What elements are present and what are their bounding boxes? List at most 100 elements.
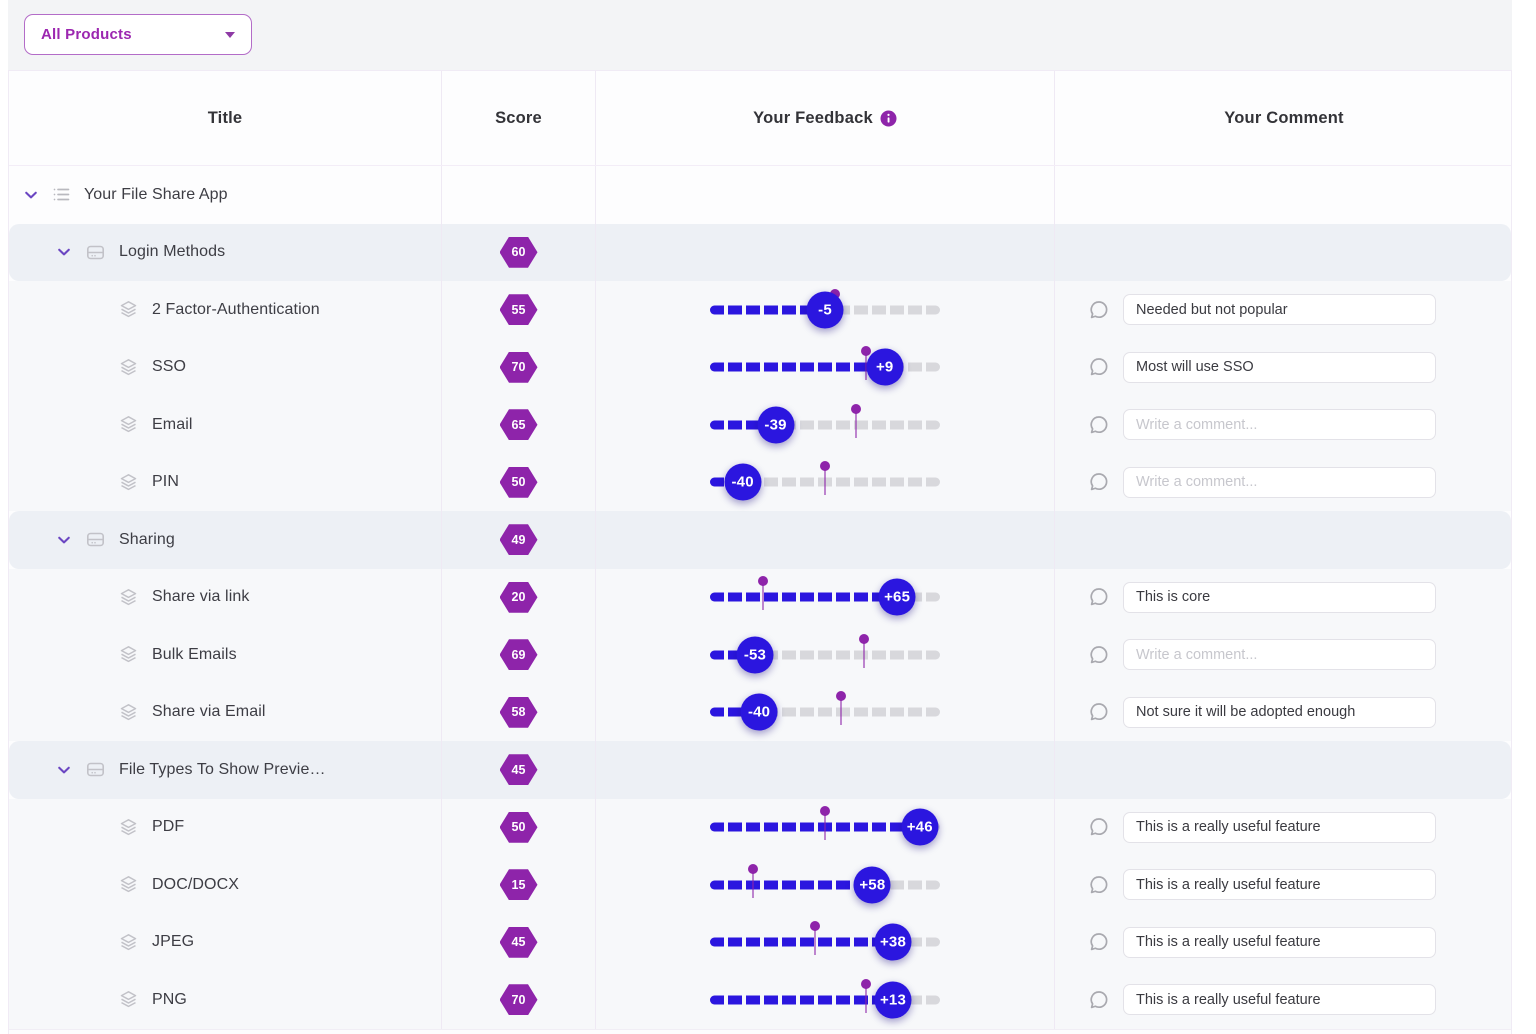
toolbar: All Products [8,0,1512,70]
pin-stem [865,984,868,1013]
feedback-slider[interactable]: +38 [710,914,940,972]
pin-head [820,461,830,472]
title-cell: SSO [9,338,442,396]
slider-handle[interactable]: +13 [874,981,912,1019]
comment-input[interactable] [1123,409,1436,441]
comment-input[interactable] [1123,639,1436,671]
layers-icon [118,587,139,608]
feedback-slider[interactable]: -53 [710,626,940,684]
pin-stem [824,467,826,496]
pin-head [747,863,758,874]
score-badge: 20 [499,581,538,613]
row-title: File Types To Show Previe… [119,760,326,778]
slider-handle[interactable]: +9 [866,348,904,386]
row-title: SSO [152,358,187,376]
chevron-down-icon[interactable] [56,762,72,778]
feedback-slider[interactable]: +9 [710,339,940,397]
slider-handle[interactable]: -5 [806,291,844,329]
row-title: Login Methods [119,243,226,261]
slider-handle[interactable]: -53 [736,636,774,674]
info-icon[interactable] [880,110,897,127]
title-cell: Login Methods [9,223,442,281]
comment-bubble-icon [1088,989,1110,1011]
pin-head [820,806,830,817]
score-cell [442,166,596,224]
feedback-slider[interactable]: +46 [710,799,940,857]
slider-track[interactable] [710,362,940,372]
chevron-down-icon[interactable] [23,187,39,203]
feedback-slider[interactable]: -39 [710,396,940,454]
slider-handle[interactable]: -39 [757,406,795,444]
feedback-slider[interactable]: +58 [710,856,940,914]
row-title: Sharing [119,530,175,548]
title-cell: DOC/DOCX [9,856,442,914]
feature-row: DOC/DOCX 15 +58 [9,856,1511,914]
comment-input[interactable] [1123,294,1436,326]
title-cell: Your File Share App [9,166,442,224]
score-cell: 70 [442,338,596,396]
slider-track[interactable] [710,995,940,1005]
slider-track[interactable] [710,650,940,660]
slider-track[interactable] [710,880,940,890]
chevron-down-icon[interactable] [56,532,72,548]
slider-handle[interactable]: +46 [901,808,939,846]
layers-icon [118,414,139,435]
comment-bubble-icon [1088,644,1110,666]
slider-track[interactable] [710,420,940,430]
slider-handle[interactable]: +58 [853,866,891,904]
score-badge: 60 [499,236,538,268]
comment-cell [1055,396,1513,454]
feedback-slider[interactable]: -40 [710,454,940,512]
layers-icon [118,472,139,493]
comment-input[interactable] [1123,811,1436,843]
comment-bubble-icon [1088,356,1110,378]
comment-cell [1055,569,1513,627]
comment-bubble-icon [1088,471,1110,493]
row-title: Bulk Emails [152,645,237,663]
slider-handle[interactable]: -40 [740,693,778,731]
comment-cell [1055,281,1513,339]
feature-row: Bulk Emails 69 -53 [9,626,1511,684]
comment-bubble-icon [1088,701,1110,723]
comment-input[interactable] [1123,984,1436,1016]
column-header-comment-label: Your Comment [1224,108,1344,127]
comment-bubble-icon [1088,931,1110,953]
slider-track[interactable] [710,592,940,602]
comment-input[interactable] [1123,869,1436,901]
slider-handle[interactable]: +65 [878,578,916,616]
comment-input[interactable] [1123,696,1436,728]
row-title: DOC/DOCX [152,875,240,893]
score-badge: 70 [499,984,538,1016]
comment-input[interactable] [1123,581,1436,613]
title-cell: Share via link [9,568,442,626]
table-header-row: Title Score Your Feedback Your Comment [9,71,1511,166]
layers-icon [118,357,139,378]
feedback-table: Title Score Your Feedback Your Comment Y… [8,70,1512,1034]
comment-input[interactable] [1123,351,1436,383]
feedback-cell: -39 [596,396,1055,454]
slider-track[interactable] [710,937,940,947]
comment-input[interactable] [1123,466,1436,498]
slider-handle[interactable]: -40 [724,463,762,501]
row-title: PIN [152,473,179,491]
product-filter-dropdown[interactable]: All Products [24,14,252,55]
feature-row: PDF 50 +46 [9,798,1511,857]
slider-handle[interactable]: +38 [874,923,912,961]
slider-track[interactable] [710,707,940,717]
chevron-down-icon[interactable] [56,244,72,260]
feedback-slider[interactable]: +65 [710,569,940,627]
slider-fill [710,420,776,430]
score-cell: 15 [442,856,596,914]
title-cell: PIN [9,453,442,511]
feedback-slider[interactable]: -40 [710,684,940,742]
comment-input[interactable] [1123,926,1436,958]
feedback-slider[interactable]: -5 [710,281,940,339]
feedback-slider[interactable]: +13 [710,971,940,1029]
comment-cell [1055,684,1513,742]
column-header-score-label: Score [495,108,542,127]
table-body: Your File Share App Login Methods 60 2 Fact… [9,166,1511,1029]
row-title: PDF [152,818,185,836]
layers-icon [118,644,139,665]
feedback-cell [596,511,1055,569]
column-header-comment: Your Comment [1055,71,1513,165]
